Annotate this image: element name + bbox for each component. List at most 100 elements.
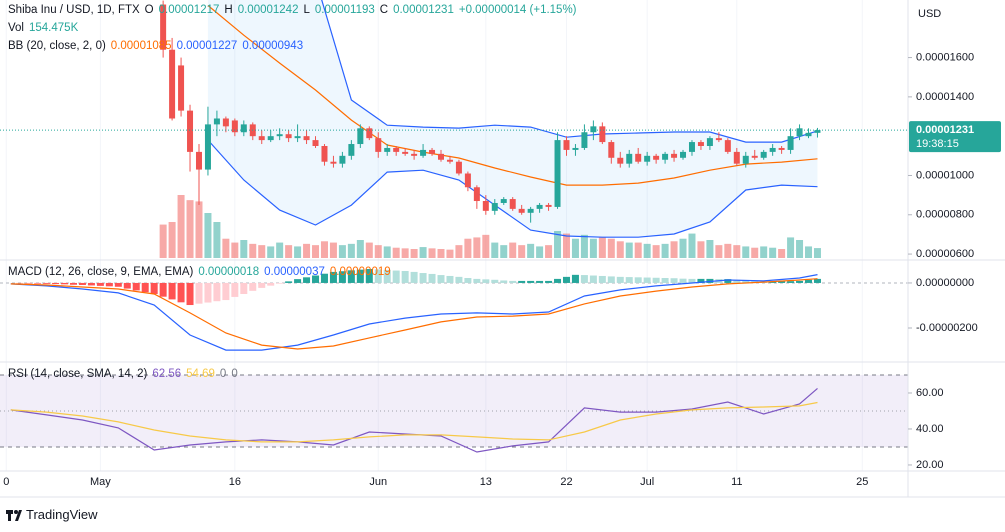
volume-bar [168,222,176,258]
macd-pane [0,268,908,351]
histogram-bar [186,282,194,306]
volume-bar [276,242,284,258]
x-tick-label: 25 [856,476,868,488]
histogram-bar [536,280,544,283]
volume-bar [742,246,750,258]
candle-body [653,155,660,160]
volume-bar [589,238,597,258]
candle-body [787,136,794,150]
candle-body [204,124,211,170]
histogram-bar [141,282,149,293]
candle-body [697,142,704,146]
candle-body [213,118,220,125]
candle-body [258,136,265,141]
candle-body [178,65,185,111]
candle-body [473,187,480,202]
candle-body [778,147,785,150]
histogram-bar [168,282,176,300]
candle-body [169,49,176,119]
volume-bar [338,245,346,258]
histogram-bar [392,270,400,283]
volume-bar [724,243,732,258]
volume-bar [177,195,185,258]
histogram-bar [733,279,741,283]
histogram-bar [813,278,821,283]
macd-value: 0.00000019 [329,266,391,278]
candle-body [411,153,418,156]
histogram-bar [52,282,60,285]
line [207,5,818,186]
histogram-bar [267,282,275,286]
volume-bar [616,241,624,258]
histogram-bar [491,279,499,283]
logo-shape [15,510,22,521]
volume-bar [285,245,293,258]
bb-title: BB (20, close, 2, 0) [8,40,106,52]
volume-bar [464,238,472,258]
volume-bar [769,247,777,258]
rsi-value: 54.69 [186,368,215,380]
volume-bar [518,245,526,258]
volume-bar [796,240,804,258]
histogram-bar [347,270,355,283]
ohlc-value: 0.00001231 [393,4,454,16]
histogram-bar [796,280,804,283]
volume-bar [778,249,786,258]
axes: USD 0 May 16 Jun 13 22 Jul 11 25 0.00001600 0.0000… [0,0,1005,498]
volume-bar [625,242,633,258]
volume-bar [159,224,167,258]
histogram-bar [482,279,490,283]
ohlc-key: H [224,4,233,16]
candle-body [617,157,624,164]
histogram-bar [437,275,445,283]
candle-body [321,145,328,162]
y-tick-label: 0.00000600 [916,248,974,260]
candle-body [464,173,471,188]
rsi-pane [0,374,908,453]
ohlc-value: 0.00001193 [314,4,375,16]
y-tick-label: 0.00001600 [916,51,974,63]
candle-body [581,132,588,148]
y-tick-label: 0.00000800 [916,209,974,221]
histogram-bar [554,278,562,283]
x-tick-label: 0 [3,476,9,488]
volume-bar [733,245,741,258]
histogram-bar [518,280,526,283]
rsi-legend: RSI (14, close, SMA, 14, 2) 62.56 54.69 0 0 [8,368,243,380]
candle-body [276,134,283,137]
histogram-bar [105,282,113,287]
volume-bar [813,248,821,258]
volume-bar [634,242,642,258]
histogram-bar [446,275,454,283]
histogram-bar [285,281,293,283]
symbol-title: Shiba Inu / USD, 1D, FTX [8,4,140,16]
volume-bar [491,242,499,258]
histogram-bar [123,282,131,289]
candle-body [608,142,615,158]
volume-bar [527,243,535,258]
last-price-badge [909,121,1001,153]
histogram-bar [455,276,463,283]
histogram-bar [401,271,409,283]
candle-body [742,155,749,164]
histogram-bar [545,280,553,283]
histogram-bar [195,282,203,304]
candle-body [222,118,229,127]
candle-body [429,149,436,154]
volume-bar [294,246,302,258]
volume-bar [347,243,355,258]
candle-body [554,140,561,207]
volume-bar [231,242,239,258]
ohlc-key: L [303,4,310,16]
volume-bar [240,240,248,258]
volume-legend: Vol 154.475K [8,22,83,34]
candle-body [760,151,767,158]
histogram-bar [428,273,436,283]
x-tick-label: 16 [229,476,241,488]
candle-body [267,136,274,141]
candle-body [509,199,516,209]
volume-bar [509,242,517,258]
candle-body [195,151,202,170]
histogram-bar [177,282,185,303]
candle-body [446,159,453,162]
